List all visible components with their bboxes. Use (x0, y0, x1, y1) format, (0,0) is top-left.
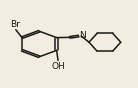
Text: Br: Br (10, 20, 20, 29)
Text: N: N (79, 31, 86, 40)
Text: OH: OH (51, 62, 65, 71)
